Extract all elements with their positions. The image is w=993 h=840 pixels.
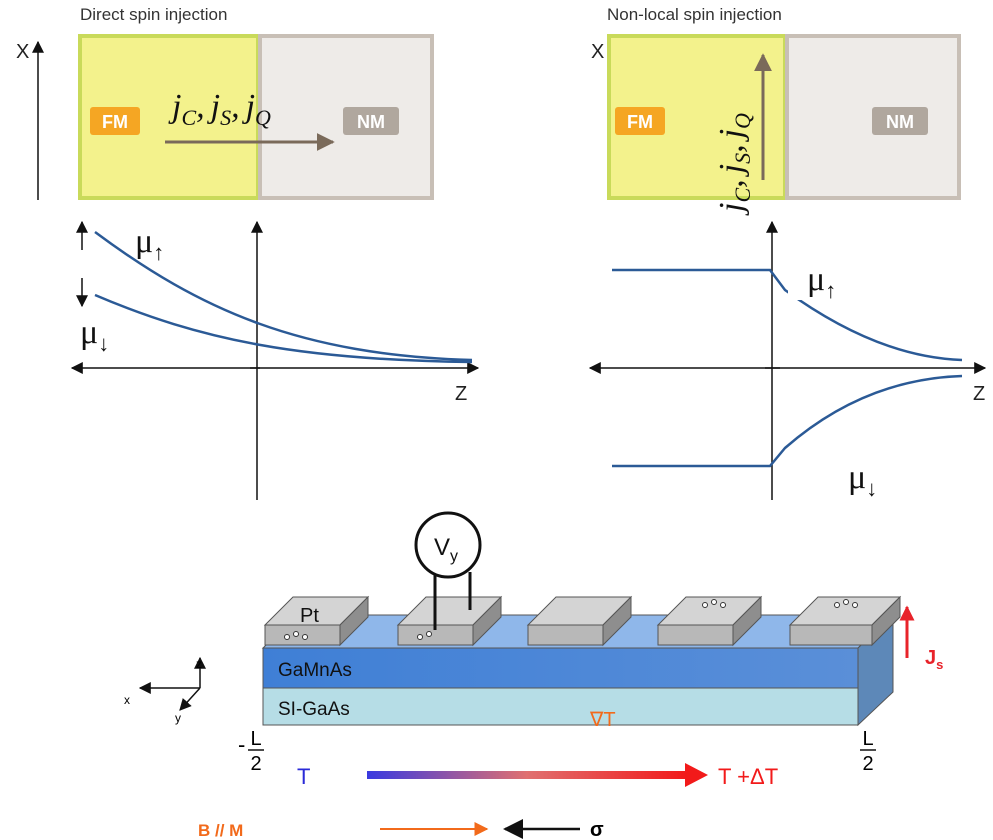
axis-label: X (16, 41, 29, 63)
right-panel: Non-local spin injection X FM NM jC,jS,j… (590, 5, 985, 501)
spin-dot (835, 603, 840, 608)
sigma-label: σ (590, 819, 604, 840)
substrate-layer (263, 688, 858, 725)
end-denominator: 2 (250, 753, 261, 775)
separator: , (713, 179, 750, 188)
symbol: μ (80, 314, 98, 351)
end-numerator: L (862, 728, 873, 750)
end-denominator: 2 (862, 753, 873, 775)
axis-label: y (175, 711, 181, 725)
device: GaMnAs SI-GaAs Pt Vy z x y - L 2 L 2 ∇T … (124, 513, 943, 840)
subscript: y (450, 548, 458, 565)
pad-front (658, 625, 733, 645)
spin-dot (427, 632, 432, 637)
separator: , (196, 88, 205, 125)
t-low-label: T (297, 764, 310, 789)
nm-label: NM (886, 112, 914, 132)
symbol: μ (135, 223, 153, 260)
spin-current-label: Js (925, 647, 943, 672)
spin-dot (844, 600, 849, 605)
subscript: Q (730, 113, 755, 129)
subscript: C (730, 188, 755, 203)
fm-label: FM (627, 112, 653, 132)
spin-dot (853, 603, 858, 608)
symbol: J (925, 647, 936, 669)
axis-label: x (124, 693, 130, 707)
field-label: B // M (198, 821, 243, 840)
mu-up-curve (612, 270, 962, 360)
end-sign: - (238, 732, 245, 757)
separator: , (713, 144, 750, 153)
spin-dot (712, 600, 717, 605)
gradient-label: ∇T (589, 709, 616, 731)
arrow-head (685, 763, 708, 787)
subscript: S (220, 105, 231, 130)
spin-dot (285, 635, 290, 640)
mu-up-label: μ↑ (135, 223, 164, 265)
symbol: V (434, 534, 450, 561)
spin-dot (418, 635, 423, 640)
figure: Direct spin injection X FM NM jC,jS,jQ Z… (0, 0, 993, 840)
pad-front (265, 625, 340, 645)
end-numerator: L (250, 728, 261, 750)
mu-down-curve (612, 376, 962, 466)
spin-dot (294, 632, 299, 637)
y-axis (180, 688, 200, 710)
subscript: ↑ (153, 240, 164, 265)
pad-front (790, 625, 872, 645)
spin-dot (703, 603, 708, 608)
axis-label: X (591, 41, 604, 63)
axis-label: Z (455, 383, 467, 405)
subscript: C (181, 105, 196, 130)
axis-label: z (196, 657, 202, 671)
symbol: μ (807, 261, 825, 298)
panel-title: Non-local spin injection (607, 5, 782, 24)
spin-dot (721, 603, 726, 608)
pad-front (528, 625, 603, 645)
subscript: Q (255, 105, 271, 130)
fm-label: FM (102, 112, 128, 132)
pt-label: Pt (300, 605, 319, 627)
panel-title: Direct spin injection (80, 5, 227, 24)
gamnas-layer (263, 648, 858, 688)
subscript: ↓ (866, 476, 877, 501)
layer-label: GaMnAs (278, 660, 352, 681)
subscript: ↓ (98, 331, 109, 356)
subscript: S (730, 153, 755, 164)
spin-dot (303, 635, 308, 640)
left-panel: Direct spin injection X FM NM jC,jS,jQ Z… (16, 5, 478, 500)
mu-down-curve (95, 295, 472, 362)
layer-label: SI-GaAs (278, 699, 350, 720)
mu-down-label: μ↓ (80, 314, 109, 356)
subscript: s (936, 657, 943, 672)
symbol: μ (848, 459, 866, 496)
separator: , (231, 88, 240, 125)
subscript: ↑ (825, 278, 836, 303)
axis-label: Z (973, 383, 985, 405)
mu-down-label: μ↓ (848, 459, 877, 501)
nm-label: NM (357, 112, 385, 132)
temperature-gradient (367, 771, 687, 779)
t-high-label: T +ΔT (718, 764, 778, 789)
symbol: j (713, 203, 750, 216)
